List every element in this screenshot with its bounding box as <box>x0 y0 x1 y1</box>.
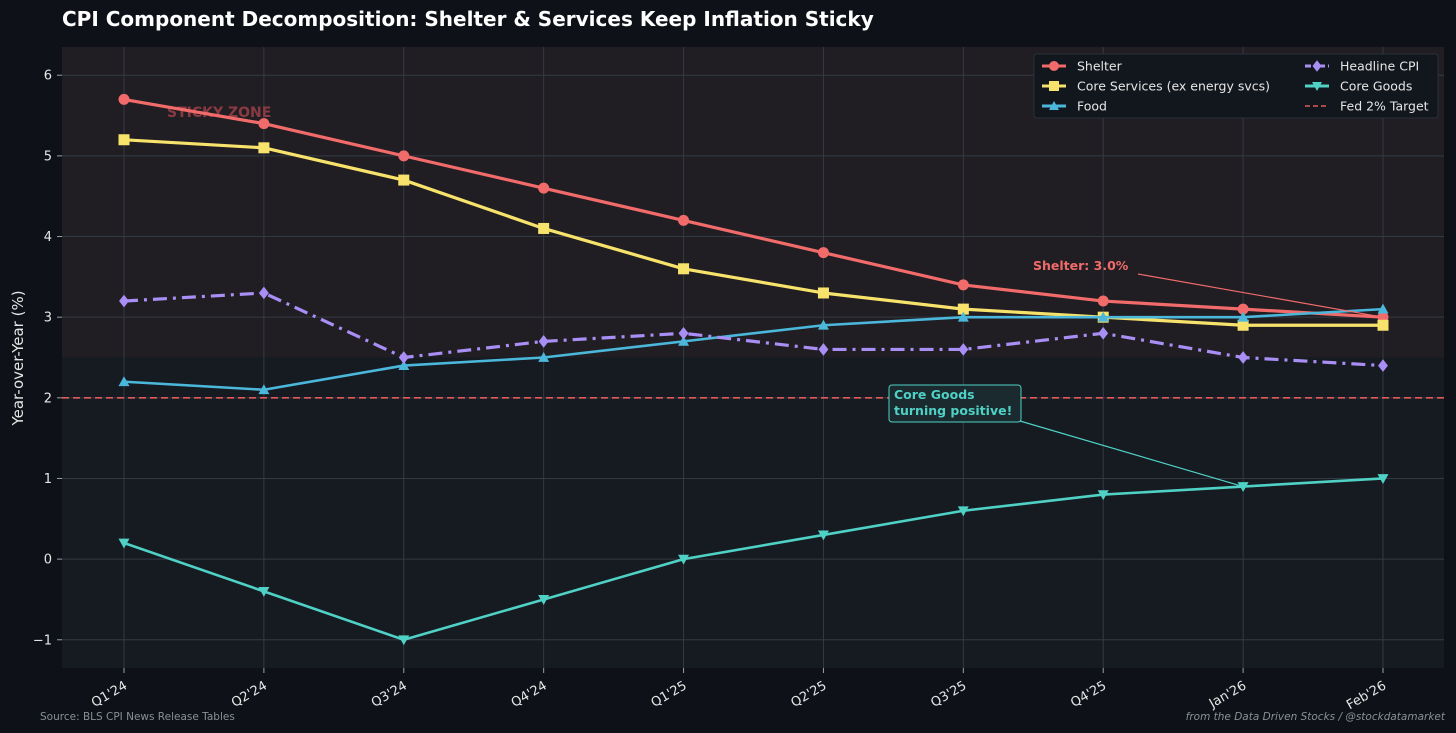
data-point-shelter <box>398 150 410 162</box>
core-goods-annotation-line-2: turning positive! <box>894 403 1012 418</box>
legend-item-core-goods: Core Goods <box>1305 79 1412 94</box>
data-point-shelter <box>817 247 829 259</box>
series-line-shelter <box>123 97 1384 319</box>
data-point-core-services-ex-energy-svcs <box>957 303 969 315</box>
data-point-core-goods <box>957 506 969 517</box>
data-point-core-services-ex-energy-svcs <box>398 174 410 186</box>
legend-marker <box>1312 60 1322 72</box>
y-axis-label: Year-over-Year (%) <box>9 290 27 426</box>
data-point-core-goods <box>1097 490 1109 501</box>
data-point-headline-cpi <box>1238 351 1249 364</box>
y-tick-label: 4 <box>44 230 52 245</box>
data-point-food <box>398 360 410 370</box>
data-point-headline-cpi <box>678 326 689 340</box>
data-point-headline-cpi <box>258 286 269 300</box>
data-point-headline-cpi <box>1098 326 1109 340</box>
data-point-core-services-ex-energy-svcs <box>1237 319 1249 331</box>
data-point-core-services-ex-energy-svcs <box>1377 319 1389 331</box>
series-headline-cpi <box>119 286 1388 372</box>
y-tick-label: 0 <box>44 553 52 568</box>
data-point-food <box>957 311 969 322</box>
data-point-food <box>258 384 270 395</box>
y-tick-label: 6 <box>44 69 52 84</box>
y-axis: 6 5 4 3 2 1 0 −1 <box>33 69 62 648</box>
data-point-core-goods <box>258 586 270 597</box>
chart-title: CPI Component Decomposition: Shelter & S… <box>62 7 874 31</box>
source-note: Source: BLS CPI News Release Tables <box>40 711 235 723</box>
legend-item-shelter: Shelter <box>1042 59 1123 74</box>
credit-note: from the Data Driven Stocks / @stockdata… <box>1186 711 1446 723</box>
core-goods-annotation-line-1: Core Goods <box>894 387 975 402</box>
legend-label: Core Goods <box>1340 79 1412 94</box>
data-point-headline-cpi <box>1378 359 1388 372</box>
series-line-food <box>123 307 1384 392</box>
legend-label: Core Services (ex energy svcs) <box>1077 79 1270 94</box>
core-goods-annotation-arrow <box>1019 420 1244 488</box>
data-point-core-goods <box>118 538 130 549</box>
data-point-shelter <box>1237 303 1249 315</box>
data-point-core-goods <box>1377 474 1389 484</box>
data-point-food <box>118 376 130 387</box>
y-tick-label: −1 <box>33 633 52 648</box>
series-group <box>118 93 1389 646</box>
legend-item-core-services-ex-energy-svcs: Core Services (ex energy svcs) <box>1042 79 1270 94</box>
legend-label: Shelter <box>1077 59 1123 74</box>
data-point-food <box>1097 311 1109 322</box>
data-point-core-services-ex-energy-svcs <box>817 287 829 299</box>
legend-marker <box>1312 82 1322 91</box>
annotations: Shelter: 3.0% Core Goods turning positiv… <box>888 258 1384 488</box>
sticky-zone-label: STICKY ZONE <box>167 105 271 121</box>
legend-item-food: Food <box>1042 99 1107 114</box>
shelter-annotation: Shelter: 3.0% <box>1033 258 1129 273</box>
series-shelter <box>118 93 1389 323</box>
legend-box <box>1033 53 1439 119</box>
data-point-core-goods <box>398 635 410 646</box>
data-point-core-goods <box>678 554 690 565</box>
data-point-headline-cpi <box>119 294 129 308</box>
legend-item-headline-cpi: Headline CPI <box>1305 59 1419 74</box>
data-point-food <box>678 335 690 346</box>
legend-marker <box>1049 61 1059 71</box>
data-point-food <box>1237 311 1249 322</box>
data-point-core-goods <box>1237 482 1249 493</box>
data-point-core-goods <box>538 595 550 605</box>
data-point-core-goods <box>817 530 829 541</box>
legend-marker <box>1049 101 1059 110</box>
legend-label: Headline CPI <box>1340 59 1419 74</box>
data-point-shelter <box>538 182 550 194</box>
legend-item-fed-target: Fed 2% Target <box>1305 99 1429 114</box>
data-point-headline-cpi <box>958 343 969 356</box>
data-point-shelter <box>118 93 130 105</box>
data-point-shelter <box>258 118 270 130</box>
legend-label: Food <box>1077 99 1107 114</box>
data-point-core-services-ex-energy-svcs <box>258 142 270 154</box>
series-line-headline-cpi <box>123 291 1384 368</box>
series-food <box>118 303 1389 395</box>
data-point-food <box>1377 303 1389 314</box>
data-point-shelter <box>678 214 690 226</box>
data-point-core-services-ex-energy-svcs <box>538 222 550 234</box>
series-line-core-goods <box>123 477 1384 642</box>
data-point-headline-cpi <box>818 343 829 356</box>
data-point-core-services-ex-energy-svcs <box>118 134 130 146</box>
data-point-shelter <box>1097 295 1109 307</box>
legend: Shelter Core Services (ex energy svcs) Foo… <box>1033 53 1439 119</box>
y-tick-label: 3 <box>44 311 52 326</box>
series-core-goods <box>118 474 1389 646</box>
legend-label: Fed 2% Target <box>1340 99 1429 114</box>
data-point-shelter <box>957 279 969 291</box>
data-point-food <box>538 352 550 362</box>
y-tick-label: 2 <box>44 391 52 406</box>
y-tick-label: 5 <box>44 149 52 164</box>
core-goods-annotation-box <box>888 384 1022 423</box>
data-point-headline-cpi <box>398 351 409 364</box>
y-tick-label: 1 <box>44 472 52 487</box>
data-point-core-services-ex-energy-svcs <box>678 263 690 275</box>
data-point-food <box>817 319 829 330</box>
data-point-headline-cpi <box>538 335 549 348</box>
shelter-annotation-arrow <box>1137 273 1384 318</box>
legend-marker <box>1049 81 1059 91</box>
series-line-core-services-ex-energy-svcs <box>123 138 1383 327</box>
